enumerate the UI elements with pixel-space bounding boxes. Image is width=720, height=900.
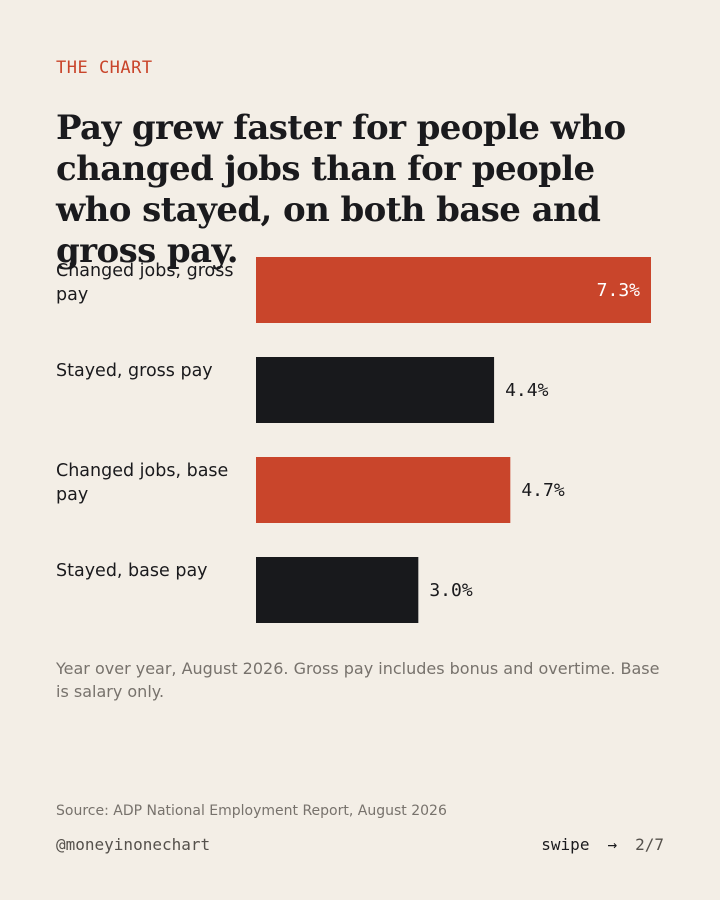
bar-stayed-base-pay [256,557,419,623]
page-counter: 2/7 [635,835,664,854]
value-label-changed-jobs-gross-pay: 7.3% [597,280,641,301]
bar-changed-jobs-base-pay [256,457,511,523]
category-label-changed-jobs-gross-pay: Changed jobs, gross pay [56,261,234,305]
value-label-stayed-gross-pay: 4.4% [505,380,549,401]
swipe-indicator[interactable]: swipe → 2/7 [541,835,664,854]
value-label-changed-jobs-base-pay: 4.7% [521,480,565,501]
chart-title: Pay grew faster for people who changed j… [56,108,626,271]
category-label-changed-jobs-base-pay: Changed jobs, base pay [56,461,229,505]
swipe-label: swipe [541,835,590,854]
value-label-stayed-base-pay: 3.0% [429,580,473,601]
account-handle[interactable]: @moneyinonechart [56,835,211,854]
category-label-stayed-gross-pay: Stayed, gross pay [56,361,213,381]
category-label-stayed-base-pay: Stayed, base pay [56,561,208,581]
bar-changed-jobs-gross-pay [256,257,651,323]
arrow-right-icon: → [607,835,618,854]
source-line: Source: ADP National Employment Report, … [56,803,447,819]
kicker: THE CHART [56,58,153,78]
bar-stayed-gross-pay [256,357,495,423]
chart-note: Year over year, August 2026. Gross pay i… [56,659,660,701]
